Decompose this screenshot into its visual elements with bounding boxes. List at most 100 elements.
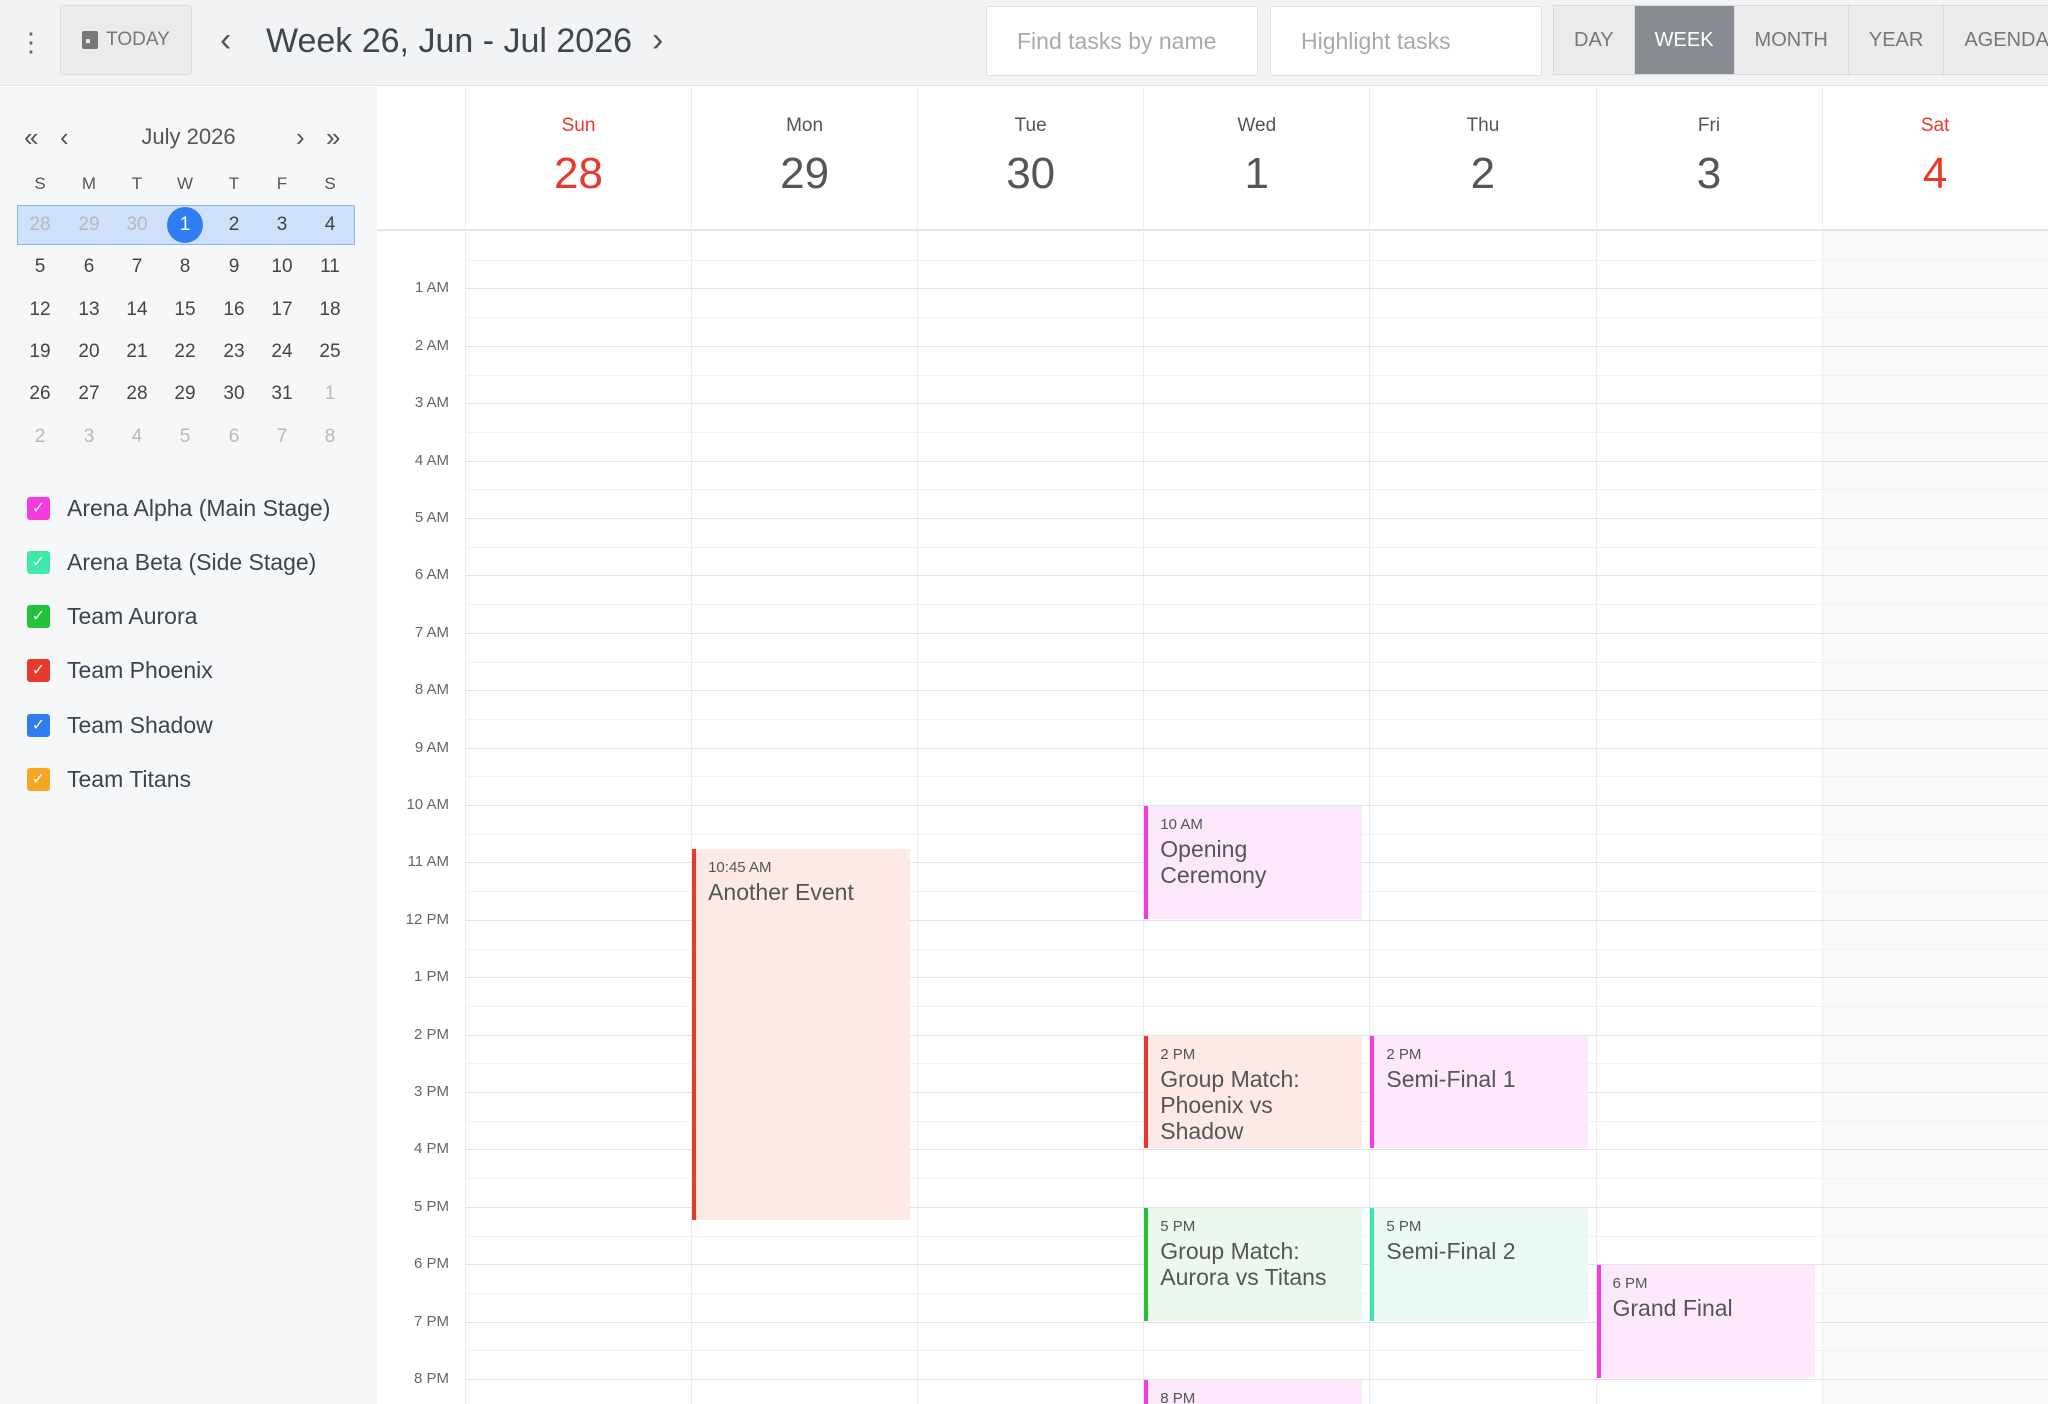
- previous-month-icon[interactable]: ‹: [60, 122, 69, 152]
- view-month-button[interactable]: MONTH: [1733, 5, 1849, 75]
- day-column[interactable]: [1821, 231, 2048, 1404]
- mini-calendar-day[interactable]: 6: [228, 425, 240, 447]
- event-block[interactable]: 6 PM Grand Final: [1596, 1265, 1815, 1378]
- event-block[interactable]: 10 AM Opening Ceremony: [1144, 806, 1363, 919]
- next-year-icon[interactable]: »: [326, 122, 341, 152]
- hour-label: 7 AM: [414, 623, 449, 641]
- mini-calendar-day[interactable]: 14: [126, 298, 148, 320]
- mini-calendar-day[interactable]: 30: [126, 214, 148, 235]
- more-menu-icon[interactable]: ⋮: [18, 27, 44, 57]
- mini-calendar-day[interactable]: 8: [179, 256, 191, 278]
- mini-calendar-day[interactable]: 28: [126, 383, 148, 405]
- mini-calendar-day[interactable]: 18: [319, 298, 341, 320]
- mini-calendar-day[interactable]: 9: [228, 256, 240, 278]
- hour-line: [465, 345, 2048, 347]
- day-header[interactable]: Wed 1: [1143, 87, 1369, 231]
- mini-calendar-day[interactable]: 24: [271, 340, 293, 362]
- event-block[interactable]: 5 PM Group Match: Aurora vs Titans: [1144, 1207, 1363, 1321]
- mini-calendar-day[interactable]: 10: [271, 256, 293, 278]
- day-column[interactable]: [1595, 231, 1822, 1404]
- mini-calendar-day[interactable]: 15: [174, 298, 196, 320]
- day-name: Mon: [786, 115, 824, 136]
- checkbox-checked-icon[interactable]: ✓: [27, 713, 50, 737]
- mini-calendar-day[interactable]: 31: [271, 383, 293, 405]
- mini-calendar-day[interactable]: 30: [223, 383, 245, 405]
- day-header[interactable]: Fri 3: [1595, 87, 1822, 231]
- mini-calendar-day[interactable]: 4: [131, 425, 143, 447]
- day-header[interactable]: Thu 2: [1369, 87, 1595, 231]
- day-header[interactable]: Sat 4: [1821, 87, 2048, 231]
- mini-calendar-day[interactable]: 5: [179, 425, 191, 447]
- mini-calendar-day[interactable]: 19: [29, 340, 51, 362]
- mini-calendar-day[interactable]: 28: [29, 214, 51, 235]
- mini-calendar-day[interactable]: 2: [228, 214, 240, 235]
- checkbox-checked-icon[interactable]: ✓: [27, 768, 50, 791]
- mini-calendar-day[interactable]: 17: [271, 298, 293, 320]
- mini-calendar-day[interactable]: 20: [78, 340, 100, 362]
- hour-label: 6 AM: [414, 566, 449, 584]
- mini-calendar-day[interactable]: 22: [174, 340, 196, 362]
- day-column[interactable]: [1143, 231, 1369, 1404]
- mini-calendar-day[interactable]: 2: [34, 425, 46, 447]
- calendar-item[interactable]: ✓ Arena Alpha (Main Stage): [27, 492, 330, 524]
- checkbox-checked-icon[interactable]: ✓: [27, 496, 50, 520]
- event-block[interactable]: 5 PM Semi-Final 2: [1370, 1207, 1589, 1321]
- mini-calendar-day[interactable]: 12: [29, 298, 51, 320]
- mini-calendar-day[interactable]: 3: [276, 214, 288, 235]
- mini-calendar-day[interactable]: 1: [163, 207, 207, 243]
- checkbox-checked-icon[interactable]: ✓: [27, 659, 50, 683]
- previous-week-button[interactable]: ‹: [220, 21, 232, 59]
- mini-calendar-day[interactable]: 26: [29, 383, 51, 405]
- previous-year-icon[interactable]: «: [24, 122, 39, 152]
- day-date: 29: [780, 149, 830, 198]
- calendar-item[interactable]: ✓ Arena Beta (Side Stage): [27, 546, 316, 578]
- day-column[interactable]: [1369, 231, 1595, 1404]
- day-header[interactable]: Mon 29: [691, 87, 917, 231]
- day-date: 4: [1922, 149, 1948, 198]
- view-agenda-button[interactable]: AGENDA: [1943, 5, 2048, 75]
- mini-calendar-day[interactable]: 25: [319, 340, 341, 362]
- mini-calendar-day[interactable]: 16: [223, 298, 245, 320]
- mini-calendar-day[interactable]: 29: [174, 383, 196, 405]
- next-week-button[interactable]: ›: [652, 21, 664, 59]
- checkbox-checked-icon[interactable]: ✓: [27, 550, 50, 574]
- find-tasks-input[interactable]: [986, 6, 1258, 76]
- mini-calendar-day[interactable]: 13: [78, 298, 100, 320]
- day-column[interactable]: [465, 231, 691, 1404]
- mini-calendar-day[interactable]: 1: [324, 383, 336, 405]
- mini-calendar-day[interactable]: 8: [324, 425, 336, 447]
- event-block[interactable]: 2 PM Semi-Final 1: [1370, 1035, 1589, 1149]
- hour-label: 5 PM: [413, 1197, 449, 1215]
- event-title: Grand Final: [1612, 1295, 1733, 1322]
- day-header[interactable]: Sun 28: [465, 87, 691, 231]
- calendar-item[interactable]: ✓ Team Phoenix: [27, 655, 213, 687]
- mini-calendar-day[interactable]: 7: [276, 425, 288, 447]
- mini-calendar-day[interactable]: 27: [78, 383, 100, 405]
- today-button[interactable]: TODAY: [60, 5, 192, 75]
- mini-calendar-day[interactable]: 5: [34, 256, 46, 278]
- next-month-icon[interactable]: ›: [296, 122, 305, 152]
- mini-calendar-day[interactable]: 4: [324, 214, 336, 235]
- mini-calendar-day[interactable]: 21: [126, 340, 148, 362]
- calendar-item[interactable]: ✓ Team Shadow: [27, 709, 213, 741]
- view-day-button[interactable]: DAY: [1553, 5, 1635, 75]
- mini-calendar-day[interactable]: 7: [131, 256, 143, 278]
- calendar-item[interactable]: ✓ Team Titans: [27, 764, 191, 796]
- event-title: Semi-Final 1: [1386, 1065, 1516, 1092]
- event-block[interactable]: 8 PM: [1144, 1380, 1363, 1404]
- day-header[interactable]: Tue 30: [917, 87, 1143, 231]
- mini-calendar-day[interactable]: 6: [83, 256, 95, 278]
- view-week-button[interactable]: WEEK: [1633, 5, 1735, 75]
- view-year-button[interactable]: YEAR: [1847, 5, 1945, 75]
- mini-calendar-day[interactable]: 29: [78, 214, 100, 235]
- event-block[interactable]: 2 PM Group Match: Phoenix vs Shadow: [1144, 1035, 1363, 1149]
- mini-calendar-day[interactable]: 3: [83, 425, 95, 447]
- event-block[interactable]: 10:45 AM Another Event: [692, 849, 911, 1221]
- highlight-tasks-input[interactable]: [1270, 6, 1542, 76]
- day-column[interactable]: [691, 231, 917, 1404]
- calendar-item[interactable]: ✓ Team Aurora: [27, 601, 197, 633]
- mini-calendar-day[interactable]: 23: [223, 340, 245, 362]
- mini-calendar-day[interactable]: 11: [320, 256, 340, 278]
- checkbox-checked-icon[interactable]: ✓: [27, 605, 50, 629]
- day-column[interactable]: [917, 231, 1143, 1404]
